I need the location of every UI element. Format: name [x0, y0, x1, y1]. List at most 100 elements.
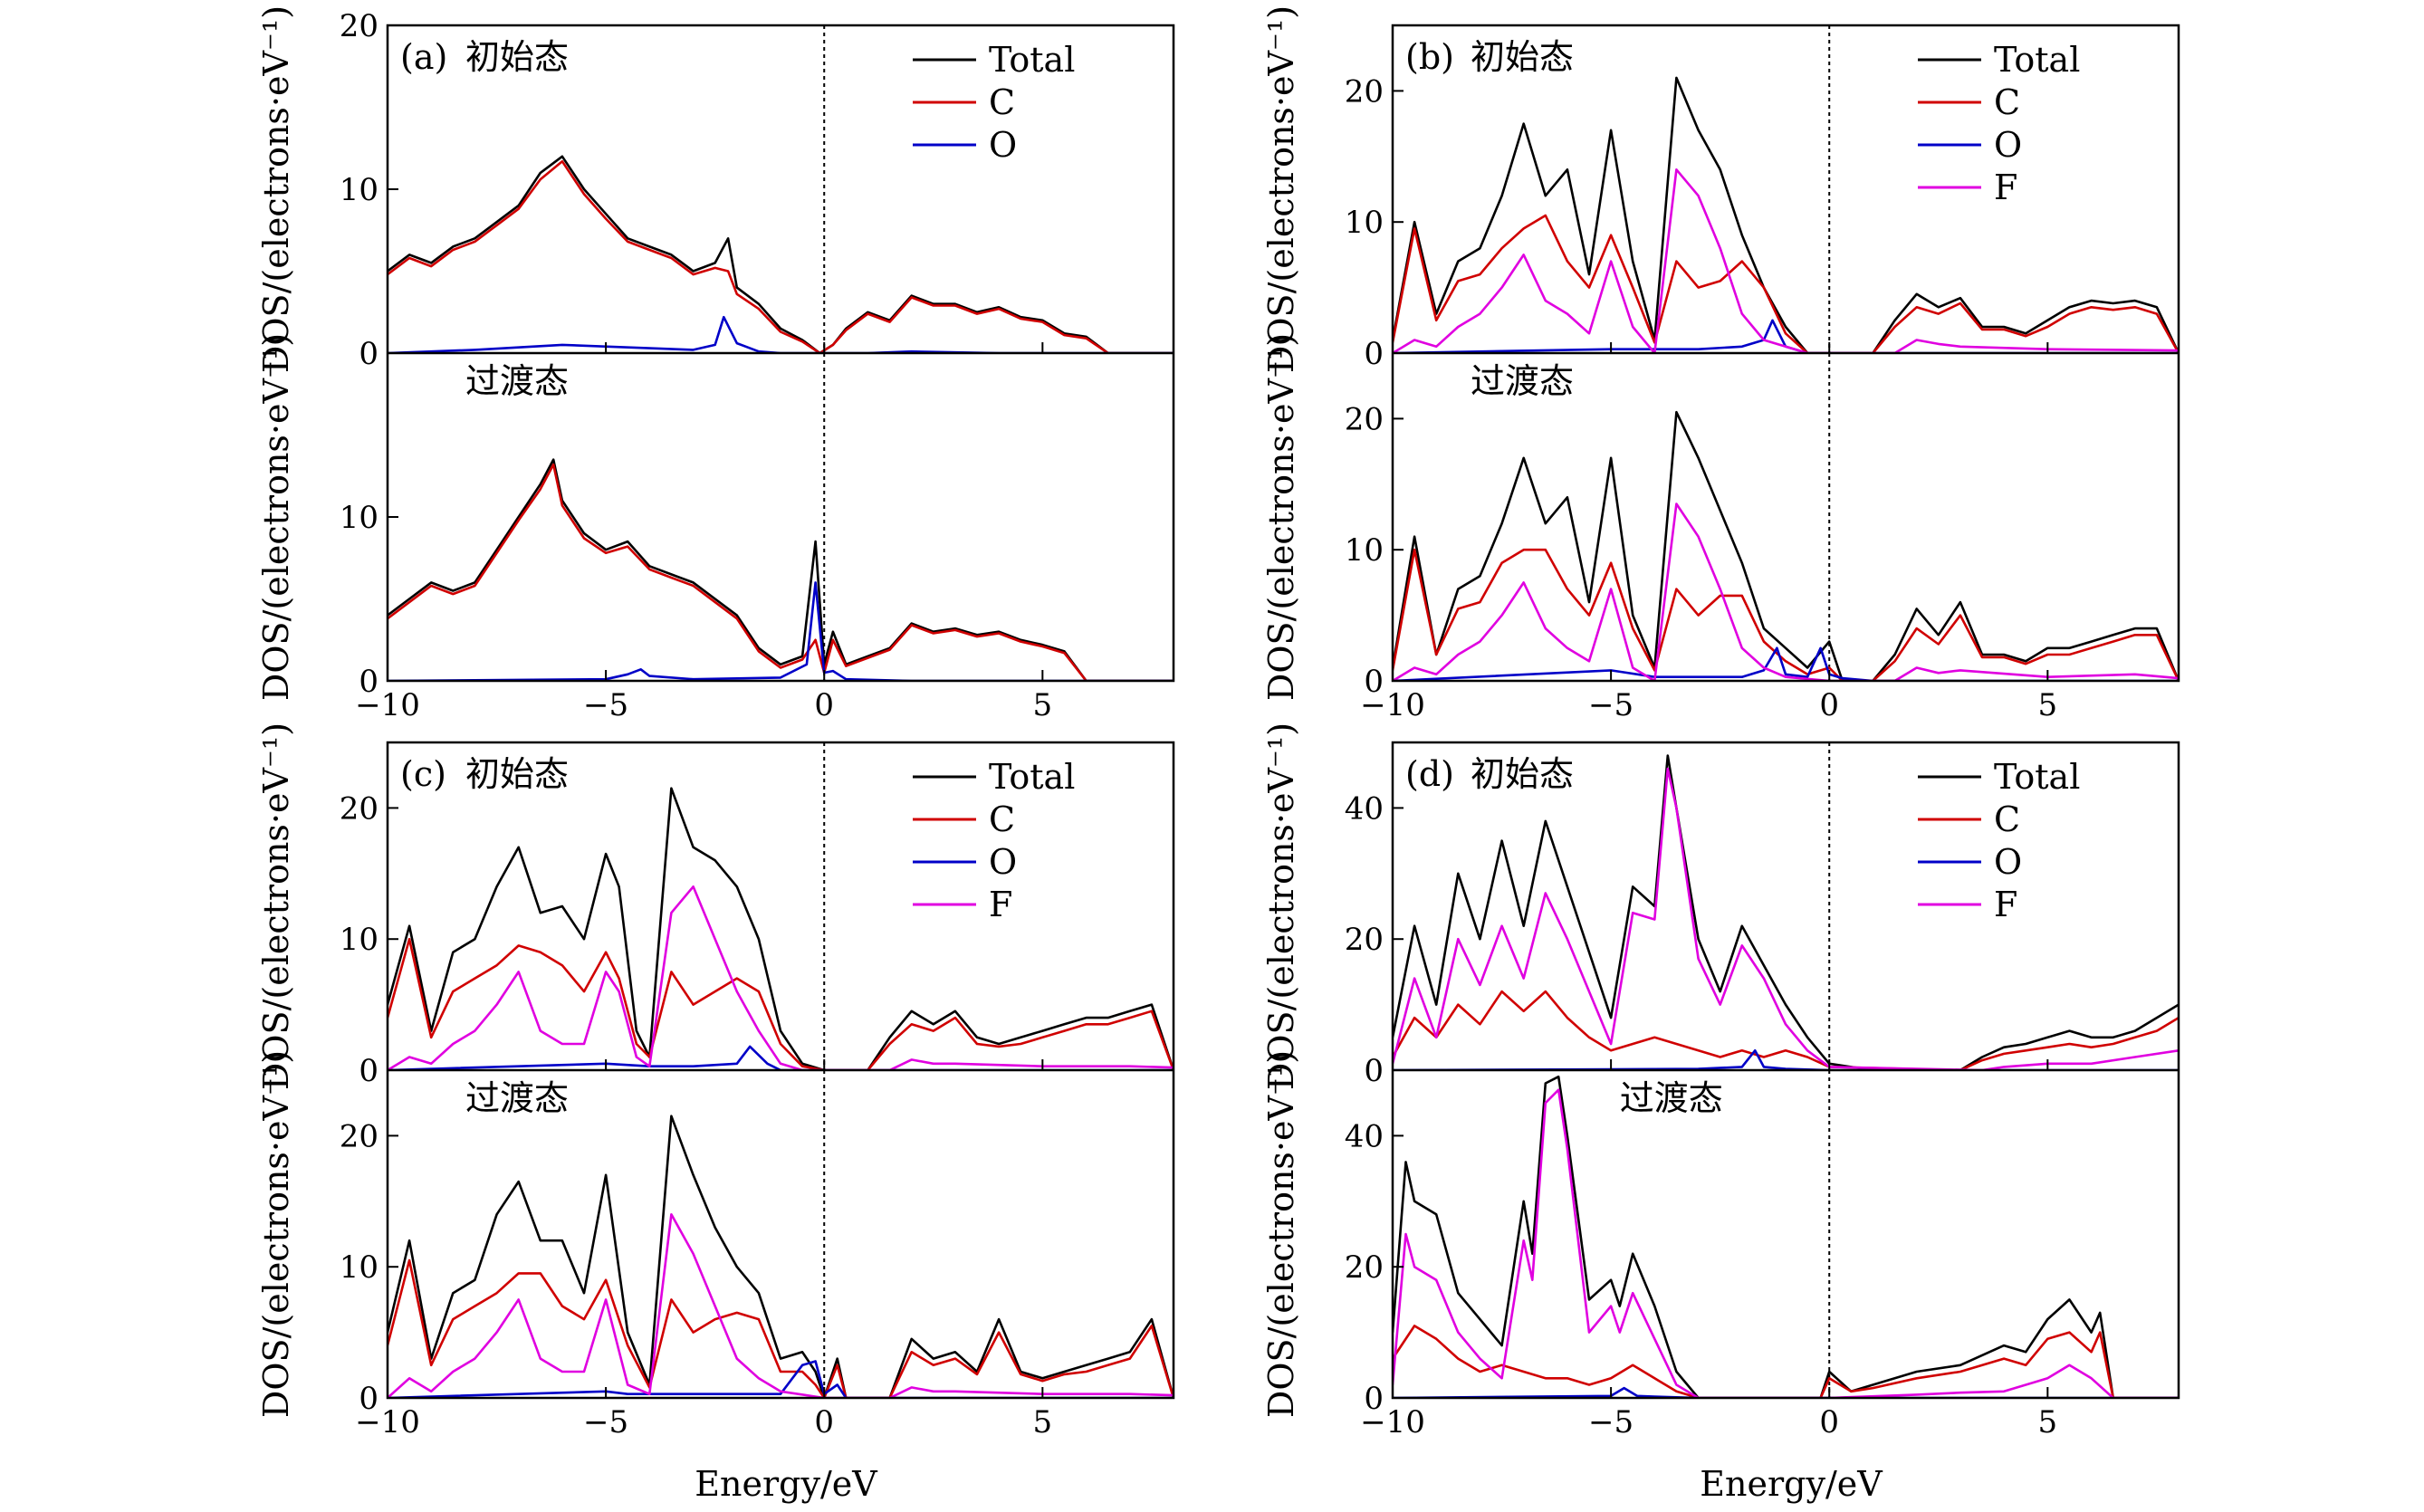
subplot-b-initial: 0 10 20 (b) 初始态 DOS/(electrons·eV⁻¹) — [1261, 5, 2179, 373]
panel-label: (d) — [1405, 754, 1454, 794]
x-tick-label: −10 — [355, 687, 420, 723]
line-f — [388, 1213, 1174, 1398]
y-tick-label: 10 — [1345, 205, 1384, 241]
legend-label-o: O — [989, 842, 1017, 882]
x-tick-label: 5 — [2038, 1404, 2058, 1440]
line-total — [1393, 1075, 2179, 1398]
line-f — [1393, 767, 2179, 1070]
line-o — [1393, 1386, 2179, 1398]
state-label-initial: 初始态 — [1471, 754, 1574, 794]
state-label-transition: 过渡态 — [1471, 361, 1574, 401]
y-tick-label: 0 — [1364, 1053, 1384, 1089]
legend-label-c: C — [989, 799, 1015, 839]
line-o — [388, 1360, 1174, 1398]
panel-label: (a) — [400, 37, 447, 77]
y-axis-label: DOS/(electrons·eV⁻¹) — [256, 723, 296, 1090]
subplot-a-initial: 0 10 20 (a) 初始态 DOS/(electrons·eV⁻¹) — [256, 5, 1174, 373]
line-f — [1393, 1088, 2179, 1398]
y-tick-label: 0 — [1364, 1381, 1384, 1417]
line-total — [388, 1115, 1174, 1398]
y-tick-label: 20 — [1345, 401, 1384, 437]
legend-label-f: F — [1994, 885, 2017, 924]
legend-label-total: Total — [989, 40, 1075, 80]
panel-d: 0 20 40 (d) 初始态 DOS/(electrons·eV⁻¹) 0 20 40 过渡态 D… — [1261, 723, 2180, 1440]
line-c — [1393, 1325, 2179, 1398]
state-label-transition: 过渡态 — [465, 1078, 569, 1118]
legend-label-c: C — [1994, 799, 2020, 839]
x-tick-label: −10 — [1360, 687, 1425, 723]
y-axis-label: DOS/(electrons·eV⁻¹) — [1261, 723, 1301, 1090]
legend-label-o: O — [989, 125, 1017, 165]
y-axis-label: DOS/(electrons·eV⁻¹) — [1261, 333, 1301, 701]
series-lines — [388, 155, 1174, 353]
y-axis-label: DOS/(electrons·eV⁻¹) — [256, 333, 296, 701]
legend-label-c: C — [1994, 82, 2020, 122]
line-c — [1393, 214, 2179, 353]
legend-label-o: O — [1994, 125, 2022, 165]
y-axis-label: DOS/(electrons·eV⁻¹) — [1261, 1050, 1301, 1418]
legend-label-total: Total — [1994, 40, 2080, 80]
y-axis-label: DOS/(electrons·eV⁻¹) — [1261, 5, 1301, 373]
line-f — [1393, 502, 2179, 681]
y-tick-label: 0 — [1364, 336, 1384, 372]
x-tick-label: −5 — [583, 687, 628, 723]
line-total — [388, 155, 1174, 353]
legend-label-c: C — [989, 82, 1015, 122]
line-total — [388, 787, 1174, 1070]
y-axis-label: DOS/(electrons·eV⁻¹) — [256, 5, 296, 373]
subplot-d-initial: 0 20 40 (d) 初始态 DOS/(electrons·eV⁻¹) — [1261, 723, 2179, 1090]
panel-b: 0 10 20 (b) 初始态 DOS/(electrons·eV⁻¹) 0 10 20 过渡态 D… — [1261, 5, 2180, 723]
state-label-initial: 初始态 — [465, 37, 569, 77]
y-tick-label: 20 — [340, 1118, 378, 1154]
x-axis-label-right: Energy/eV — [1700, 1464, 1883, 1504]
x-tick-label: −5 — [1588, 687, 1634, 723]
series-lines — [1393, 1075, 2179, 1398]
line-o — [388, 581, 1174, 681]
panel-a: 0 10 20 (a) 初始态 DOS/(electrons·eV⁻¹) 0 10 过渡态 DOS… — [256, 5, 1175, 723]
line-o — [388, 1045, 1174, 1070]
x-tick-label: −10 — [1360, 1404, 1425, 1440]
subplot-c-transition: 0 10 20 过渡态 DOS/(electrons·eV⁻¹) — [256, 1050, 1174, 1418]
y-tick-label: 10 — [1345, 532, 1384, 569]
line-o — [388, 315, 1174, 353]
legend-label-o: O — [1994, 842, 2022, 882]
x-tick-label: 0 — [814, 1404, 834, 1440]
series-lines — [1393, 410, 2179, 681]
x-tick-label: −5 — [583, 1404, 628, 1440]
y-tick-label: 10 — [340, 172, 378, 208]
series-lines — [1393, 76, 2179, 353]
x-tick-label: 0 — [814, 687, 834, 723]
line-c — [388, 463, 1174, 681]
line-c — [388, 1258, 1174, 1398]
x-tick-label: 0 — [1819, 687, 1839, 723]
y-tick-label: 0 — [359, 336, 378, 372]
x-tick-label: 5 — [2038, 687, 2058, 723]
y-tick-label: 20 — [1345, 73, 1384, 110]
panel-c: 0 10 20 (c) 初始态 DOS/(electrons·eV⁻¹) 0 10 20 过渡态 D… — [256, 723, 1175, 1440]
line-total — [1393, 76, 2179, 353]
y-tick-label: 20 — [1345, 922, 1384, 958]
line-c — [388, 159, 1174, 353]
line-f — [1393, 168, 2179, 353]
line-f — [388, 885, 1174, 1070]
series-lines — [388, 1115, 1174, 1398]
subplot-d-transition: 0 20 40 过渡态 DOS/(electrons·eV⁻¹) — [1261, 1050, 2179, 1418]
panel-label: (b) — [1405, 37, 1454, 77]
state-label-transition: 过渡态 — [1620, 1078, 1723, 1118]
y-tick-label: 10 — [340, 1249, 378, 1286]
y-tick-label: 40 — [1345, 1118, 1384, 1154]
y-tick-label: 0 — [1364, 664, 1384, 700]
y-tick-label: 0 — [359, 1053, 378, 1089]
line-total — [1393, 754, 2179, 1070]
line-o — [1393, 1049, 2179, 1070]
y-tick-label: 10 — [340, 922, 378, 958]
line-c — [1393, 990, 2179, 1070]
y-tick-label: 0 — [359, 1381, 378, 1417]
legend-label-total: Total — [989, 757, 1075, 797]
series-lines — [388, 787, 1174, 1070]
state-label-initial: 初始态 — [465, 754, 569, 794]
panels: 0 10 20 (a) 初始态 DOS/(electrons·eV⁻¹) 0 10 过渡态 DOS… — [256, 5, 2180, 1440]
